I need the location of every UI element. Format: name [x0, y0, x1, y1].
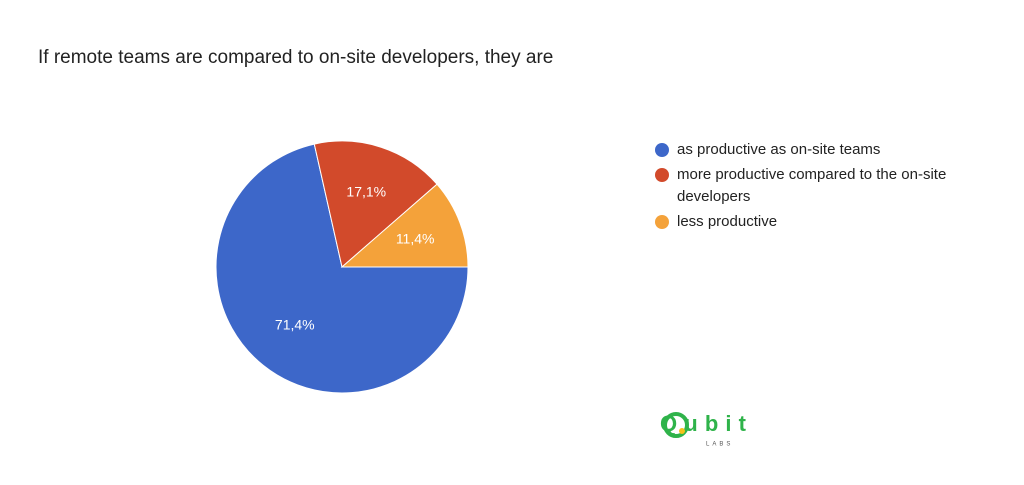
legend-label: less productive: [677, 213, 778, 230]
legend-item: as productive as on-site teams: [655, 139, 985, 161]
legend-item: more productive compared to the on-site …: [655, 164, 985, 208]
legend-label: as productive as on-site teams: [677, 141, 881, 158]
logo-ring: [663, 412, 689, 438]
chart-title: If remote teams are compared to on-site …: [38, 47, 553, 68]
legend-label: more productive compared to the on-site …: [677, 166, 947, 205]
logo-dot: [679, 428, 685, 434]
data-label: 11,4%: [396, 230, 435, 246]
logo: Qubit LABS: [660, 411, 747, 448]
pie: 71,4% 17,1% 11,4%: [215, 140, 469, 394]
pie-slice: [340, 183, 469, 268]
logo-tagline: LABS: [706, 442, 733, 448]
data-label: 71,4%: [275, 317, 315, 333]
pie-slice: [313, 140, 438, 268]
legend-swatch: [655, 215, 669, 229]
pie-slice: [215, 143, 469, 394]
data-label: 17,1%: [346, 183, 386, 199]
legend: as productive as on-site teams more produ…: [655, 139, 985, 236]
legend-swatch: [655, 143, 669, 157]
logo-name: Qubit: [660, 411, 747, 436]
legend-item: less productive: [655, 211, 985, 233]
legend-swatch: [655, 168, 669, 182]
